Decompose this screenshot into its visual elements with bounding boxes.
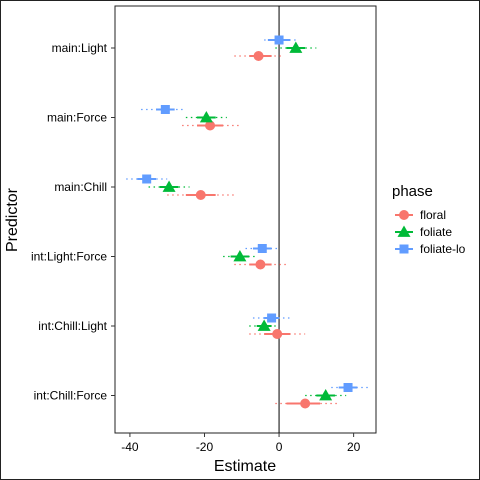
y-tick-label: main:Chill <box>54 180 107 194</box>
x-axis-title: Estimate <box>214 458 276 475</box>
point-floral <box>272 329 283 339</box>
point-foliate <box>162 180 176 192</box>
point-foliate-lo <box>274 35 284 45</box>
legend-key-square-icon <box>399 244 409 254</box>
x-tick-label: -20 <box>196 440 214 454</box>
series-foliate <box>148 41 347 401</box>
point-floral <box>300 398 311 409</box>
y-axis-title: Predictor <box>4 187 21 252</box>
series-floral <box>167 51 339 409</box>
y-tick-label: int:Light:Force <box>31 250 107 264</box>
legend-label: foliate-lo <box>420 242 466 256</box>
y-tick-label: main:Force <box>47 111 107 125</box>
point-foliate-lo <box>343 383 353 392</box>
point-floral <box>255 259 266 270</box>
point-foliate <box>289 41 303 53</box>
legend: phase floral foliate foliate-lo <box>392 183 466 256</box>
legend-key-circle-icon <box>399 210 409 220</box>
y-tick-label: int:Chill:Light <box>38 319 107 333</box>
point-foliate-lo <box>257 244 267 253</box>
x-tick-label: -40 <box>121 440 139 454</box>
point-floral <box>195 190 206 200</box>
x-tick-label: 20 <box>347 440 361 454</box>
point-foliate <box>319 389 333 401</box>
y-tick-label: main:Light <box>52 41 108 55</box>
plot-panel <box>114 5 377 434</box>
point-floral <box>253 51 264 61</box>
legend-label: floral <box>420 208 446 222</box>
point-foliate-lo <box>160 105 170 114</box>
point-floral <box>205 120 216 131</box>
series-foliate-lo <box>126 35 369 392</box>
y-tick-label: int:Chill:Force <box>34 389 108 403</box>
point-foliate-lo <box>267 313 277 323</box>
point-foliate <box>257 319 271 331</box>
legend-key-triangle-icon <box>397 225 411 237</box>
point-foliate <box>233 250 247 262</box>
legend-title: phase <box>392 183 433 200</box>
x-tick-label: 0 <box>276 440 283 454</box>
legend-label: foliate <box>420 225 452 239</box>
point-foliate <box>199 111 213 123</box>
point-foliate-lo <box>142 174 152 184</box>
